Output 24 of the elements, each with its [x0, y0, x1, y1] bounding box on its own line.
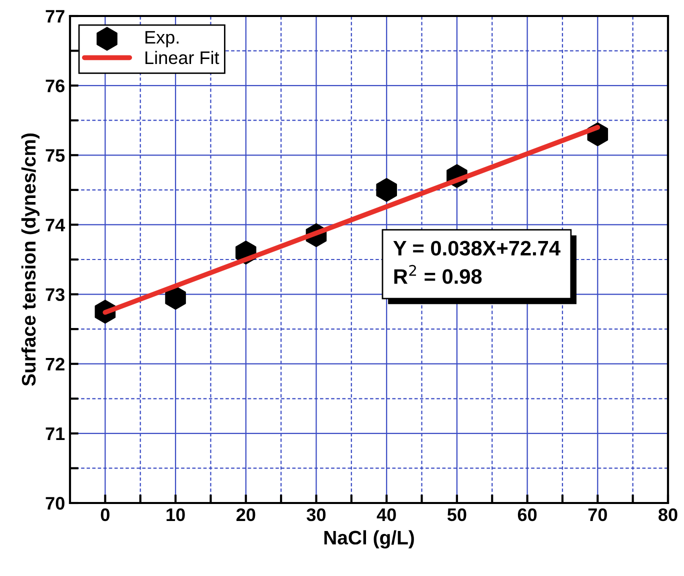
x-tick-label: 40: [376, 508, 396, 522]
x-tick-label: 10: [166, 508, 185, 522]
x-tick-label: 30: [306, 508, 326, 522]
y-tick-label: 74: [46, 218, 66, 232]
x-tick-label: 50: [447, 508, 466, 522]
x-tick-label: 70: [588, 508, 607, 522]
x-axis-title: NaCl (g/L): [324, 530, 414, 548]
y-tick-label: 73: [46, 288, 64, 302]
annotation: Y = 0.038X+72.74 R$^{2}$ = 0.98: [393, 240, 560, 284]
y-tick-label: 76: [46, 80, 64, 92]
x-tick-label: 80: [658, 508, 678, 522]
y-axis-title: Surface tension (dynes/cm): [21, 133, 40, 386]
y-tick-label: 75: [46, 149, 65, 162]
legend-label: Linear Fit: [146, 50, 220, 64]
point: [165, 286, 186, 310]
x-tick-label: 0: [100, 508, 110, 522]
legend-label: Exp.: [146, 31, 179, 48]
y-tick-label: 77: [46, 10, 64, 23]
y-tick-label: 70: [46, 496, 64, 510]
point: [376, 178, 397, 202]
x-tick-label: 20: [236, 508, 256, 522]
x-tick-label: 60: [518, 508, 537, 522]
y-tick-label: 72: [46, 358, 64, 370]
y-tick-label: 71: [46, 428, 65, 440]
